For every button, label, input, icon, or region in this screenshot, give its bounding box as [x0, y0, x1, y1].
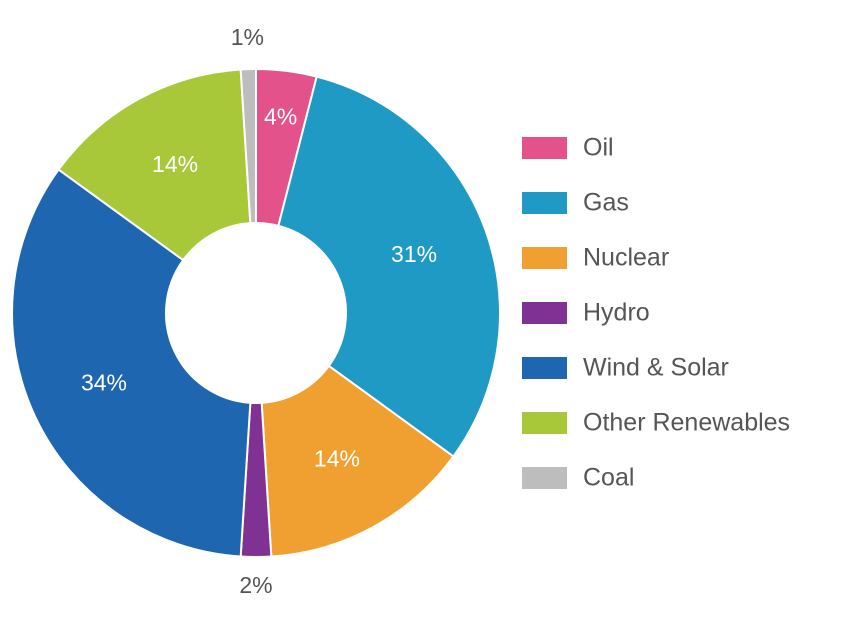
value-label: 2%: [239, 572, 272, 598]
legend-swatch: [522, 192, 567, 214]
value-label: 14%: [314, 445, 360, 471]
value-label: 31%: [391, 241, 437, 267]
value-label: 34%: [81, 370, 127, 396]
legend-label: Wind & Solar: [583, 354, 729, 382]
donut-slice: [239, 67, 257, 225]
legend-swatch: [522, 247, 567, 269]
donut-slice: [277, 75, 501, 458]
legend-swatch: [522, 467, 567, 489]
legend-label: Hydro: [583, 299, 650, 327]
legend-label: Oil: [583, 134, 614, 162]
donut-slice: [260, 364, 455, 558]
legend-swatch: [522, 357, 567, 379]
value-label: 1%: [231, 24, 264, 50]
donut-slice: [11, 168, 252, 558]
legend-swatch: [522, 302, 567, 324]
legend-label: Coal: [583, 464, 634, 492]
legend-swatch: [522, 137, 567, 159]
value-label: 4%: [264, 104, 297, 130]
value-label: 14%: [152, 151, 198, 177]
legend-label: Nuclear: [583, 244, 669, 272]
legend-swatch: [522, 412, 567, 434]
donut-slice: [57, 68, 252, 262]
legend-label: Gas: [583, 189, 629, 217]
legend-label: Other Renewables: [583, 409, 790, 437]
